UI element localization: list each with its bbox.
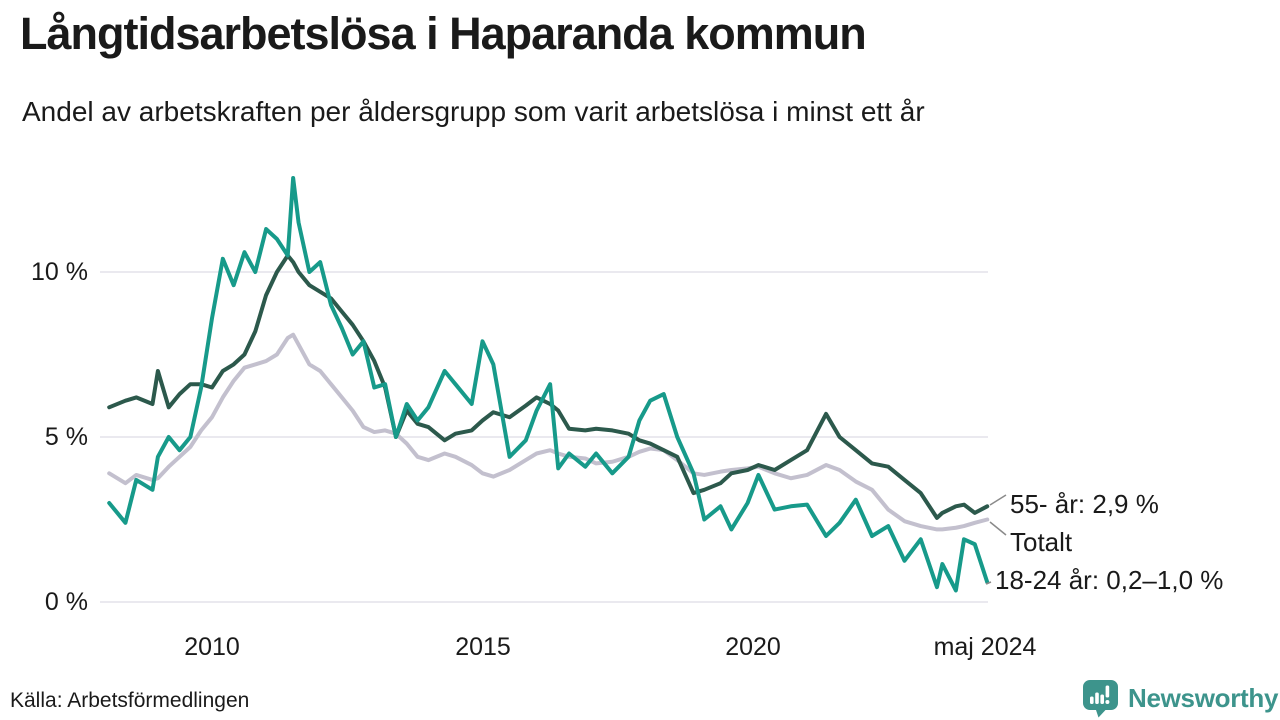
newsworthy-logo[interactable]: Newsworthy — [1082, 679, 1278, 718]
label-leader-1 — [989, 521, 1007, 536]
y-axis-tick-0: 0 % — [44, 588, 88, 616]
series-line-18-24-r — [107, 175, 990, 593]
source-credit: Källa: Arbetsförmedlingen — [10, 689, 250, 712]
x-axis-tick-2020: 2020 — [725, 633, 781, 661]
newsworthy-bar-chart-bubble-icon — [1083, 680, 1118, 718]
label-leader-0 — [989, 494, 1007, 506]
chart-subtitle: Andel av arbetskraften per åldersgrupp s… — [22, 96, 925, 127]
series-line-totalt — [107, 332, 990, 532]
series-label-totalt: Totalt — [1010, 527, 1073, 557]
x-axis-tick-2010: 2010 — [184, 633, 240, 661]
y-axis-tick-10: 10 % — [31, 258, 88, 286]
newsworthy-wordmark: Newsworthy — [1128, 683, 1279, 713]
x-axis-tick-maj-2024: maj 2024 — [933, 633, 1037, 661]
series-label-55-ar: 55- år: 2,9 % — [1010, 489, 1159, 519]
y-axis-tick-5: 5 % — [44, 423, 88, 451]
label-leader-2 — [985, 581, 992, 585]
chart-title: Långtidsarbetslösa i Haparanda kommun — [20, 8, 867, 59]
x-axis-tick-2015: 2015 — [455, 633, 511, 661]
series-label-18-24-ar: 18-24 år: 0,2–1,0 % — [995, 565, 1224, 595]
